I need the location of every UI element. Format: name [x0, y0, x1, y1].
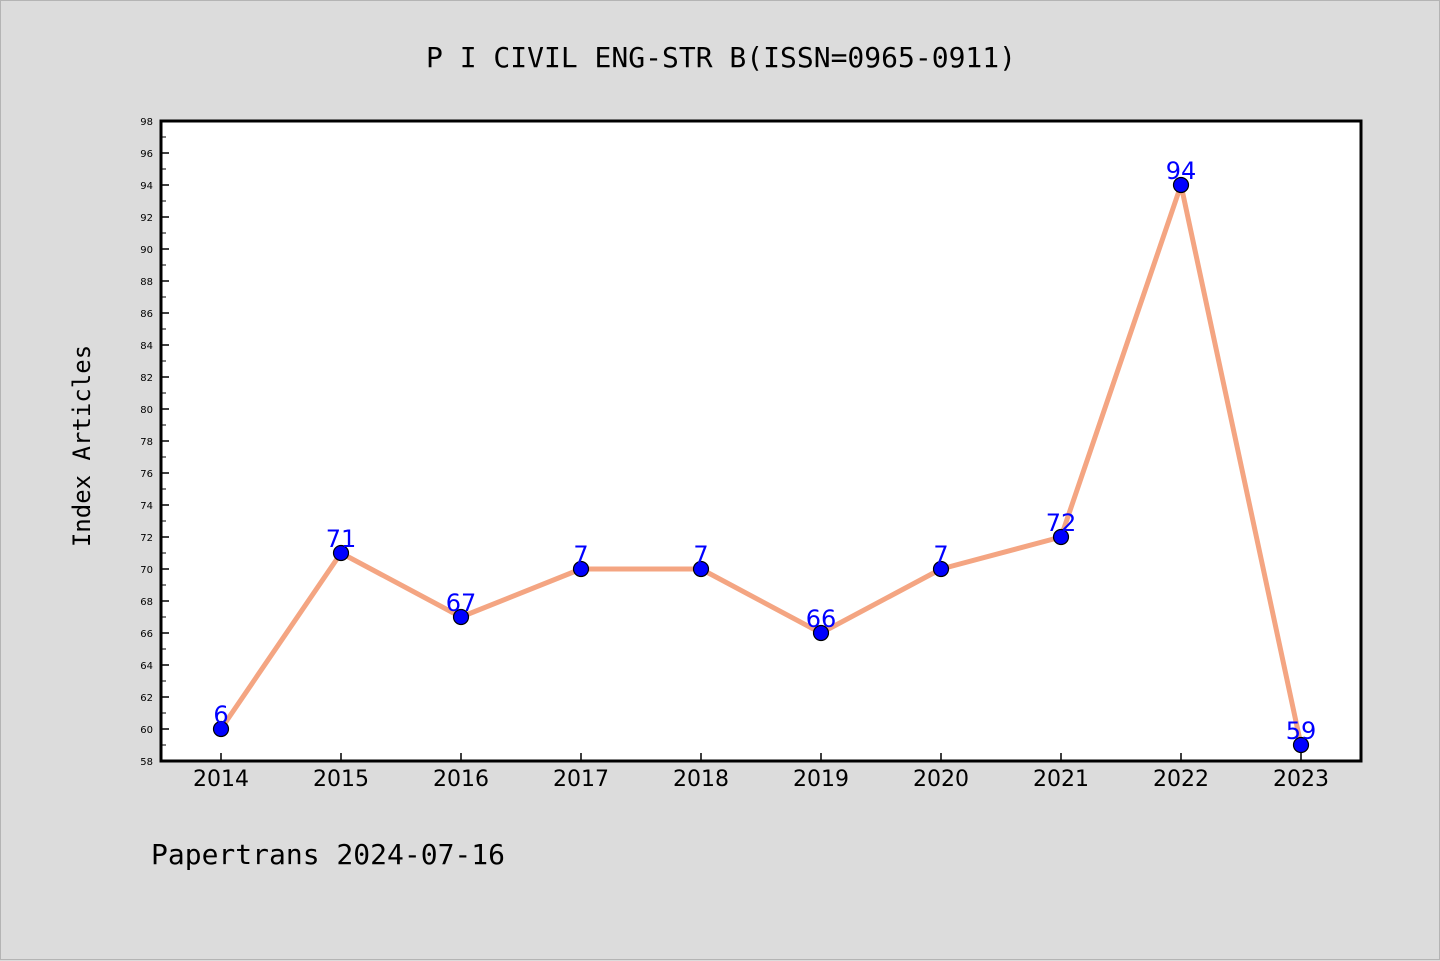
- x-tick-label: 2019: [793, 767, 849, 792]
- data-point-marker: [692, 560, 710, 578]
- y-tick-label: 72: [140, 533, 153, 544]
- y-tick-label: 74: [140, 501, 153, 512]
- y-tick-label: 96: [140, 149, 153, 160]
- series-line-layer: [218, 182, 1304, 748]
- y-tick-label: 88: [140, 277, 153, 288]
- data-label: 72: [1046, 509, 1077, 537]
- y-tick-label: 70: [140, 565, 153, 576]
- data-label: 7: [933, 541, 948, 569]
- y-tick-label: 90: [140, 245, 153, 256]
- x-tick-label: 2016: [433, 767, 489, 792]
- data-label: 67: [446, 589, 477, 617]
- y-tick-label: 86: [140, 309, 153, 320]
- x-tick-label: 2021: [1033, 767, 1089, 792]
- y-axis-label: Index Articles: [68, 345, 96, 547]
- y-tick-label: 98: [140, 117, 153, 128]
- data-point-marker: [452, 608, 470, 626]
- y-tick-label: 62: [140, 693, 153, 704]
- y-tick-label: 84: [140, 341, 153, 352]
- data-label: 94: [1166, 157, 1197, 185]
- y-tick-label: 60: [140, 725, 153, 736]
- y-axis-ticks: 58 60 62 64 66 68 70 72 74 76 78 80 82 84 86 88 90 92 94 96…: [140, 117, 169, 768]
- x-tick-label: 2020: [913, 767, 969, 792]
- series-line: [218, 182, 1304, 748]
- marker-layer: [212, 176, 1310, 754]
- x-tick-label: 2014: [193, 767, 249, 792]
- footer-credit: Papertrans 2024-07-16: [151, 838, 505, 871]
- data-point-marker: [932, 560, 950, 578]
- x-tick-label: 2022: [1153, 767, 1209, 792]
- x-tick-label: 2018: [673, 767, 729, 792]
- data-label: 7: [693, 541, 708, 569]
- x-axis-ticks: 2014 2015 2016 2017 2018 2019 2020 2021 2022 2023: [193, 753, 1329, 792]
- y-tick-label: 80: [140, 405, 153, 416]
- y-tick-label: 78: [140, 437, 153, 448]
- data-label-layer: 6 71 67 7 7 66 7 72 94 59: [213, 157, 1316, 745]
- plot-area: [159, 119, 1363, 763]
- y-tick-label: 66: [140, 629, 153, 640]
- y-tick-label: 68: [140, 597, 153, 608]
- data-point-marker: [812, 624, 830, 642]
- data-label: 7: [573, 541, 588, 569]
- y-tick-label: 76: [140, 469, 153, 480]
- data-label: 66: [806, 605, 837, 633]
- data-point-marker: [1292, 736, 1310, 754]
- y-tick-label: 58: [140, 757, 153, 768]
- y-tick-label: 82: [140, 373, 153, 384]
- data-point-marker: [212, 720, 230, 738]
- data-label: 6: [213, 701, 228, 729]
- data-label: 71: [326, 525, 357, 553]
- data-point-marker: [572, 560, 590, 578]
- y-tick-label: 64: [140, 661, 153, 672]
- x-tick-label: 2015: [313, 767, 369, 792]
- y-tick-label: 94: [140, 181, 153, 192]
- data-point-marker: [332, 544, 350, 562]
- data-point-marker: [1052, 528, 1070, 546]
- y-tick-label: 92: [140, 213, 153, 224]
- data-label: 59: [1286, 717, 1317, 745]
- data-point-marker: [1172, 176, 1190, 194]
- x-tick-label: 2023: [1273, 767, 1329, 792]
- x-tick-label: 2017: [553, 767, 609, 792]
- chart-title: P I CIVIL ENG-STR B(ISSN=0965-0911): [426, 41, 1016, 74]
